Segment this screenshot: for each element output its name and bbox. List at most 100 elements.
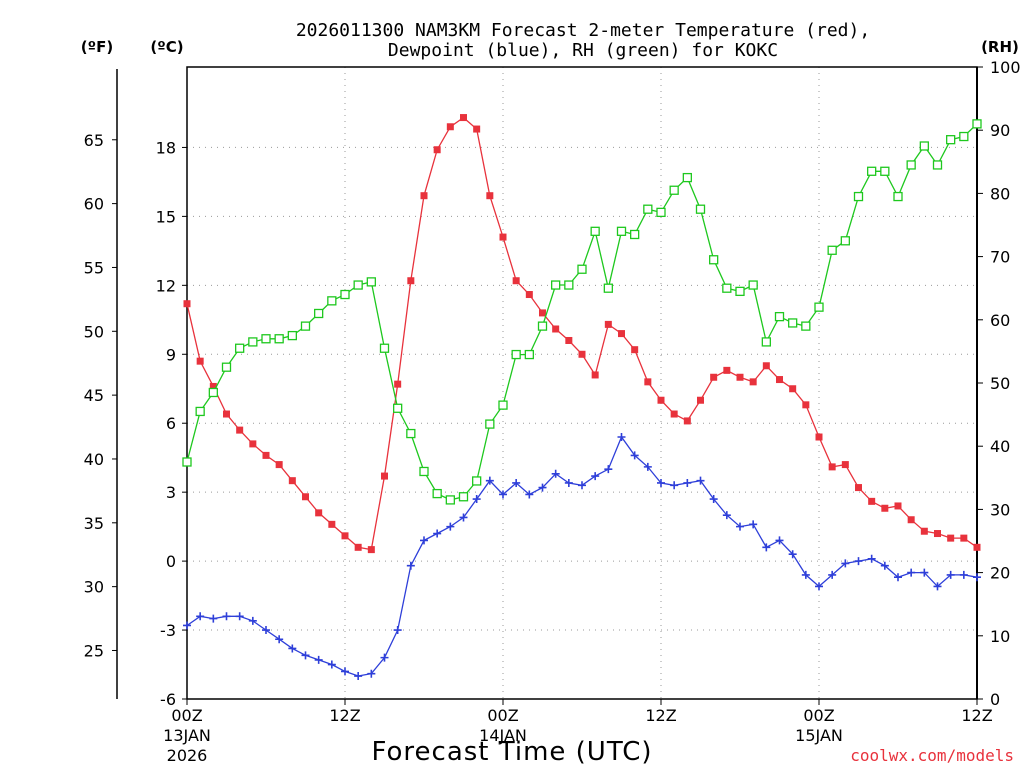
rh-point <box>695 204 706 214</box>
temperature-point <box>591 371 599 379</box>
x-tick-label: 12Z <box>961 706 992 725</box>
x-tick-date-label: 15JAN <box>795 726 843 745</box>
dewpoint-point <box>354 672 363 681</box>
dewpoint-point <box>262 626 270 635</box>
dewpoint-point <box>248 616 257 625</box>
rh-point <box>287 330 297 341</box>
c-tick-label: 6 <box>166 414 176 433</box>
rh-point <box>182 457 192 467</box>
rh-point <box>840 236 850 246</box>
rh-point <box>972 119 982 129</box>
dewpoint-point <box>736 522 744 531</box>
rh-tick-label: 100 <box>990 58 1021 77</box>
dewpoint-point <box>222 612 231 621</box>
temperature-point <box>776 376 783 384</box>
rh-point <box>419 466 429 477</box>
rh-point <box>366 277 376 287</box>
temperature-point <box>354 543 362 551</box>
dewpoint-point <box>327 660 336 669</box>
temperature-point <box>960 534 968 542</box>
rh-point <box>472 476 482 486</box>
celsius-axis: -6 -3 0 3 6 9 12 15 18 <box>156 138 187 709</box>
temperature-point <box>604 320 612 328</box>
temperature-point <box>920 527 928 535</box>
dewpoint-point <box>472 495 481 504</box>
dewpoint-point <box>406 561 415 570</box>
temperature-point <box>841 461 849 469</box>
dewpoint-point <box>722 511 731 520</box>
temperature-point <box>446 123 454 131</box>
dewpoint-point <box>209 614 218 623</box>
dewpoint-point <box>775 536 784 545</box>
temperature-point <box>381 472 388 480</box>
dewpoint-point <box>512 478 521 487</box>
c-tick-label: 0 <box>166 552 176 571</box>
rh-point <box>893 191 903 202</box>
temperature-point <box>657 396 665 404</box>
temperature-point <box>525 291 533 299</box>
rh-point <box>906 160 916 170</box>
dewpoint-point <box>933 582 942 591</box>
dewpoint-point <box>946 570 955 579</box>
x-tick-label: 00Z <box>487 706 518 725</box>
rh-point <box>393 403 403 413</box>
x-tick-label: 00Z <box>803 706 834 725</box>
temperature-point <box>723 366 731 374</box>
dewpoint-point <box>538 483 547 492</box>
temperature-point <box>815 433 823 441</box>
dewpoint-point <box>854 557 863 566</box>
temperature-point <box>262 451 270 459</box>
dewpoint-point <box>749 520 758 529</box>
rh-point <box>300 321 311 331</box>
temperature-point <box>565 336 573 344</box>
rh-point <box>643 204 653 214</box>
temperature-point <box>578 350 586 358</box>
dewpoint-point <box>183 621 191 630</box>
unit-label-rh: (RH) <box>981 38 1019 56</box>
dewpoint-point <box>485 476 494 485</box>
rh-tick-label: 90 <box>990 121 1010 140</box>
temperature-point <box>947 534 955 542</box>
dewpoint-point <box>828 570 837 579</box>
dewpoint-point <box>446 522 455 531</box>
f-tick-label: 55 <box>84 258 104 277</box>
dewpoint-point <box>762 543 771 552</box>
dewpoint-point <box>314 655 323 664</box>
temperature-point <box>762 362 770 370</box>
dewpoint-point <box>617 433 626 442</box>
temperature-point <box>486 192 494 200</box>
temperature-point <box>828 463 836 471</box>
unit-label-f: (ºF) <box>81 38 113 56</box>
dewpoint-point <box>459 513 468 522</box>
rh-point <box>551 280 561 290</box>
plot-border <box>186 66 978 700</box>
rh-point <box>880 166 890 176</box>
dewpoint-point <box>604 465 613 474</box>
rh-point <box>577 264 587 274</box>
x-tick-year-label: 2026 <box>167 746 208 765</box>
rh-point <box>274 334 284 344</box>
rh-point <box>235 343 245 353</box>
dewpoint-point <box>551 469 560 478</box>
dewpoint-point <box>275 635 284 644</box>
rh-tick-label: 60 <box>990 311 1010 330</box>
temperature-point <box>855 484 862 492</box>
dewpoint-point <box>288 644 297 653</box>
rh-point <box>564 280 574 290</box>
rh-point <box>445 495 455 505</box>
watermark: coolwx.com/models <box>850 746 1014 765</box>
dewpoint-point <box>367 669 376 678</box>
temperature-point <box>302 493 309 501</box>
rh-point <box>748 280 758 290</box>
dewpoint-point <box>894 573 902 582</box>
dewpoint-point <box>907 568 916 577</box>
dewpoint-point <box>788 550 797 559</box>
temperature-point <box>328 520 336 528</box>
dewpoint-point <box>801 570 810 579</box>
rh-point <box>590 226 600 236</box>
dewpoint-point <box>841 559 850 568</box>
temperature-point <box>552 325 560 333</box>
c-tick-label: -3 <box>160 621 176 640</box>
rh-point <box>524 349 534 360</box>
rh-point <box>616 226 627 236</box>
